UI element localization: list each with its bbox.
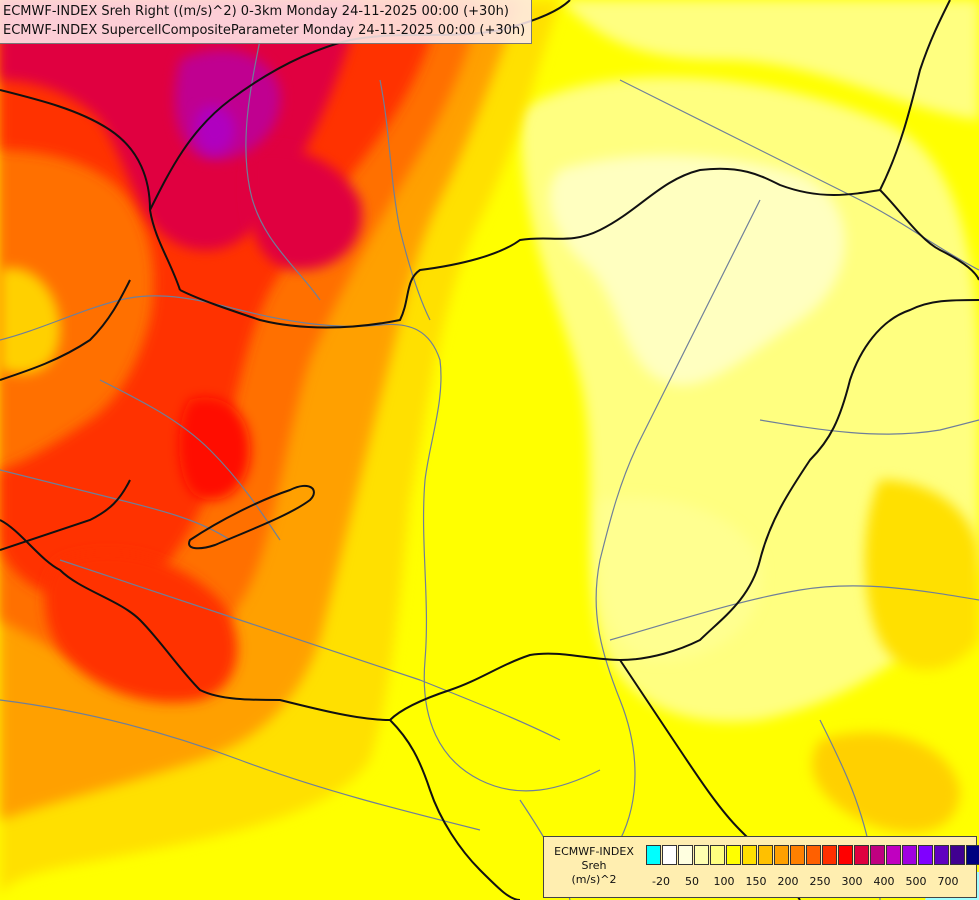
legend-tick-label: -20 <box>652 875 670 888</box>
river-sava <box>0 699 481 831</box>
legend-swatch <box>662 845 677 865</box>
contour-red-south <box>45 552 238 703</box>
lake-balaton <box>188 484 315 550</box>
contour-orange-yellow-bubble <box>0 268 60 374</box>
legend-swatch <box>678 845 693 865</box>
legend-swatch <box>742 845 757 865</box>
color-legend: ECMWF-INDEX Sreh (m/s)^2 -20 50 100 150 200 2… <box>543 836 979 898</box>
river-raba <box>99 379 281 541</box>
contour-crimson-east <box>247 147 362 270</box>
legend-swatch <box>870 845 885 865</box>
legend-tick-label: 100 <box>713 875 735 888</box>
legend-tick-label: 250 <box>809 875 831 888</box>
legend-swatch <box>646 845 661 865</box>
title-line-scp: ECMWF-INDEX SupercellCompositeParameter … <box>3 23 526 38</box>
legend-swatch <box>726 845 741 865</box>
river-danube <box>0 295 601 792</box>
border-austria <box>0 89 181 291</box>
contour-pale-south <box>597 497 762 660</box>
river-hron <box>379 79 431 321</box>
legend-tick-label: 300 <box>841 875 863 888</box>
legend-swatch <box>822 845 837 865</box>
legend-swatch <box>886 845 901 865</box>
legend-swatch <box>838 845 853 865</box>
river-west <box>0 469 231 541</box>
contour-gold-east <box>865 480 979 670</box>
river-drava <box>59 559 561 741</box>
border-hungary <box>0 167 979 722</box>
legend-swatch <box>806 845 821 865</box>
legend-swatch <box>950 845 965 865</box>
contour-purple <box>194 106 235 154</box>
legend-tick-label: 700 <box>937 875 959 888</box>
river-mures <box>609 585 979 641</box>
border-croatia-serbia <box>389 719 521 900</box>
legend-swatch <box>710 845 725 865</box>
contour-red <box>0 0 440 600</box>
rivers <box>0 39 979 900</box>
river-somes <box>759 419 979 435</box>
legend-tick-label: 150 <box>745 875 767 888</box>
legend-tick-label: 400 <box>873 875 895 888</box>
legend-title-variable: Sreh <box>581 859 607 872</box>
legend-tick-label: 500 <box>905 875 927 888</box>
legend-title-source: ECMWF-INDEX <box>554 845 634 858</box>
title-line-sreh: ECMWF-INDEX Sreh Right ((m/s)^2) 0-3km M… <box>3 4 509 19</box>
map-title-box: ECMWF-INDEX Sreh Right ((m/s)^2) 0-3km M… <box>0 0 533 44</box>
legend-swatch <box>934 845 949 865</box>
contour-gold-southeast <box>812 732 960 833</box>
legend-swatch <box>774 845 789 865</box>
legend-swatches <box>646 845 979 865</box>
legend-swatch <box>854 845 869 865</box>
legend-swatch <box>790 845 805 865</box>
border-ukraine <box>879 0 951 191</box>
legend-tick-label: 50 <box>685 875 699 888</box>
legend-tick-label: 200 <box>777 875 799 888</box>
legend-swatch <box>918 845 933 865</box>
legend-swatch <box>902 845 917 865</box>
border-slovenia <box>0 479 131 551</box>
legend-swatch <box>694 845 709 865</box>
legend-swatch <box>758 845 773 865</box>
contour-lightest <box>549 155 845 386</box>
border-west <box>0 279 131 381</box>
legend-swatch <box>966 845 979 865</box>
river-tisza <box>595 199 761 841</box>
legend-title: ECMWF-INDEX Sreh (m/s)^2 <box>546 845 642 887</box>
contour-pale-northeast <box>560 0 979 120</box>
legend-title-unit: (m/s)^2 <box>571 873 617 886</box>
